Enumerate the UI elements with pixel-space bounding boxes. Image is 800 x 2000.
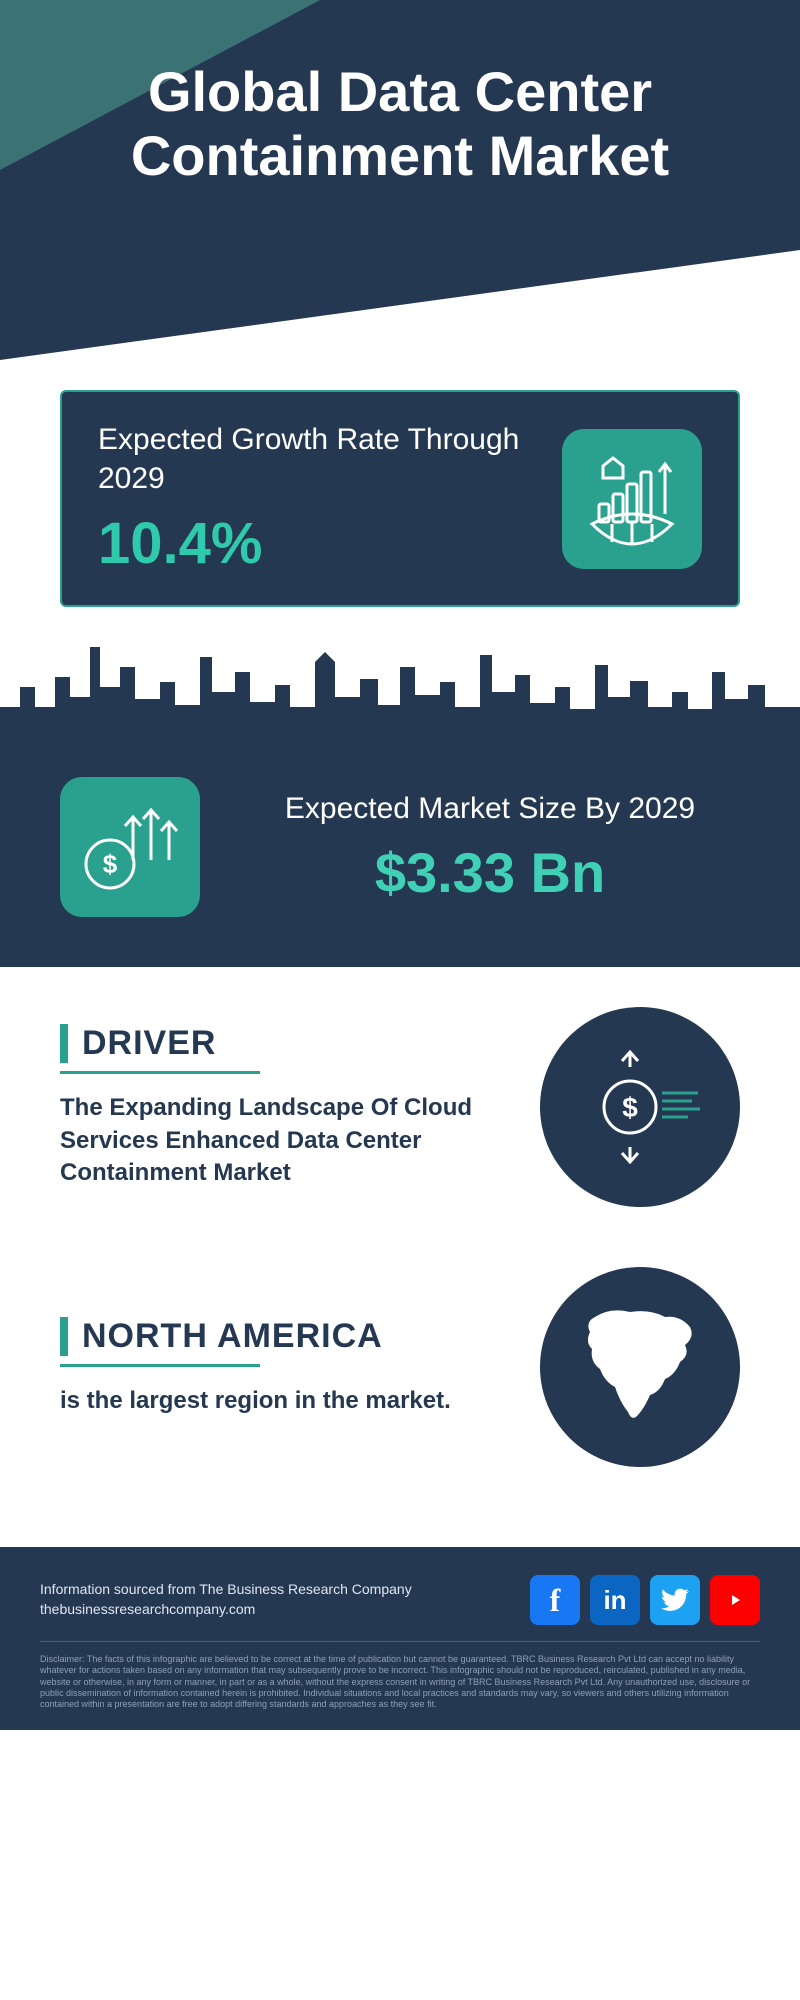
- region-heading: NORTH AMERICA: [60, 1317, 510, 1356]
- dollar-transfer-icon: $: [540, 1007, 740, 1207]
- north-america-map-icon: [540, 1267, 740, 1467]
- heading-underline: [60, 1364, 260, 1367]
- page-title: Global Data Center Containment Market: [0, 60, 800, 189]
- header-block: Global Data Center Containment Market: [0, 0, 800, 360]
- city-skyline-divider: [0, 637, 800, 737]
- growth-rate-text: Expected Growth Rate Through 2029 10.4%: [98, 420, 538, 577]
- region-body: is the largest region in the market.: [60, 1385, 510, 1417]
- growth-chart-globe-icon: [562, 429, 702, 569]
- youtube-play-glyph: [720, 1589, 750, 1611]
- svg-text:$: $: [622, 1092, 638, 1123]
- market-size-card: $ Expected Market Size By 2029 $3.33 Bn: [0, 737, 800, 967]
- header-cut-triangle: [0, 250, 800, 360]
- facebook-icon[interactable]: f: [530, 1575, 580, 1625]
- driver-body: The Expanding Landscape Of Cloud Service…: [60, 1092, 510, 1189]
- market-size-label: Expected Market Size By 2029: [240, 789, 740, 828]
- facebook-glyph: f: [550, 1582, 561, 1619]
- driver-text: DRIVER The Expanding Landscape Of Cloud …: [60, 1024, 510, 1189]
- twitter-bird-glyph: [660, 1585, 690, 1615]
- region-text: NORTH AMERICA is the largest region in t…: [60, 1317, 510, 1417]
- heading-underline: [60, 1071, 260, 1074]
- source-line-2: thebusinessresearchcompany.com: [40, 1600, 412, 1620]
- linkedin-glyph: in: [603, 1585, 626, 1616]
- growth-rate-label: Expected Growth Rate Through 2029: [98, 420, 538, 498]
- growth-rate-card: Expected Growth Rate Through 2029 10.4%: [60, 390, 740, 607]
- dollar-arrows-up-icon: $: [60, 777, 200, 917]
- svg-text:$: $: [103, 849, 118, 879]
- source-line-1: Information sourced from The Business Re…: [40, 1580, 412, 1600]
- twitter-icon[interactable]: [650, 1575, 700, 1625]
- footer-source: Information sourced from The Business Re…: [40, 1580, 412, 1619]
- market-size-text: Expected Market Size By 2029 $3.33 Bn: [240, 789, 740, 905]
- footer: Information sourced from The Business Re…: [0, 1547, 800, 1730]
- region-section: NORTH AMERICA is the largest region in t…: [0, 1227, 800, 1487]
- growth-rate-value: 10.4%: [98, 510, 538, 577]
- disclaimer-text: Disclaimer: The facts of this infographi…: [40, 1654, 760, 1710]
- linkedin-icon[interactable]: in: [590, 1575, 640, 1625]
- driver-heading: DRIVER: [60, 1024, 510, 1063]
- youtube-icon[interactable]: [710, 1575, 760, 1625]
- infographic-container: Global Data Center Containment Market Ex…: [0, 0, 800, 1730]
- market-size-value: $3.33 Bn: [240, 840, 740, 905]
- driver-section: DRIVER The Expanding Landscape Of Cloud …: [0, 967, 800, 1227]
- footer-top-row: Information sourced from The Business Re…: [40, 1575, 760, 1642]
- social-row: f in: [530, 1575, 760, 1625]
